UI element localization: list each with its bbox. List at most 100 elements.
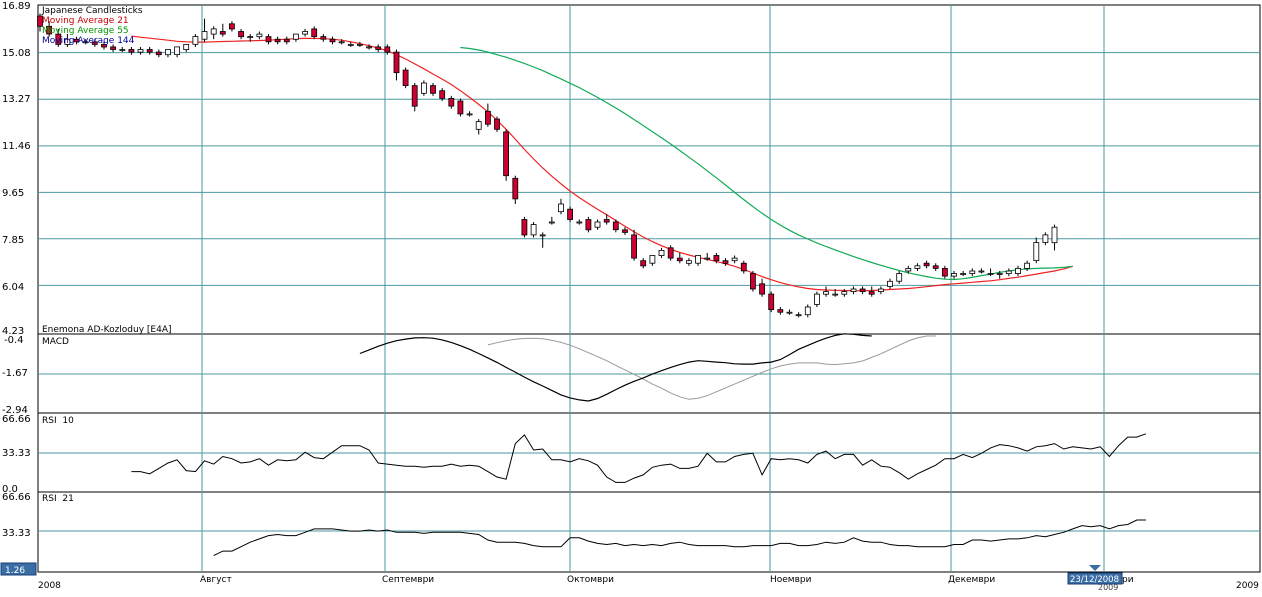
candle-body [686,260,692,264]
candle-body [265,36,272,43]
candle-body [850,288,857,292]
rsi21-tick-label: 66.66 [2,492,31,503]
rsi21-title: RSI 21 [42,494,74,504]
candle-body [183,44,190,51]
candle [91,39,98,47]
candle [347,41,354,47]
rsi21-line [213,519,1146,557]
candle-body [585,219,592,231]
candle [539,232,546,248]
candle-body [896,273,903,282]
candle-body [521,219,528,236]
candle-body [247,36,254,38]
candle [695,255,701,266]
candle [247,34,254,42]
candle-body [101,44,107,48]
candle [448,95,455,109]
candle [868,286,875,297]
price-tick-label: 9.65 [2,188,24,199]
candle-body [731,257,738,262]
candle-body [951,273,957,277]
price-tick-label: 15.08 [2,48,31,59]
candle [987,268,994,277]
candle [439,88,446,102]
candle [740,260,747,274]
candle [137,46,144,55]
candle [119,46,126,53]
candle-body [960,273,966,275]
candle [512,175,519,205]
candle [612,219,619,233]
candle [558,198,564,215]
candle-body [713,255,720,262]
candle [932,263,939,271]
candle-body [740,262,747,272]
macd-signal-line [487,335,936,400]
candle-body [649,255,656,264]
candle-body [1024,262,1030,269]
candle-body [302,31,309,35]
candle [942,265,948,279]
price-tick-label: 6.04 [2,282,24,293]
candle-body [155,51,162,56]
candle-body [795,314,802,317]
candle [1015,265,1021,277]
candle-body [439,90,446,99]
cursor-date-box[interactable] [1067,572,1123,585]
candle-body [558,203,564,213]
candle-body [914,265,921,269]
candle-body [978,270,985,273]
candle [46,21,52,37]
candle [896,270,903,284]
candle [110,44,116,53]
candle [420,80,427,96]
candle [82,39,89,45]
candle [402,67,409,89]
candle-body [942,267,948,277]
candle [283,36,290,45]
candle-body [192,36,199,45]
legend-ma21: Moving Average 21 [42,16,129,26]
candle-body [402,69,409,86]
candle-body [676,257,683,262]
macd-title: MACD [42,337,69,347]
value-box-text: 1.26 [5,566,25,576]
candle-body [923,262,930,267]
candle [804,304,811,318]
candle [393,49,400,81]
candle [777,307,784,315]
candle-body [768,293,775,311]
candle-body [1033,242,1040,262]
candle-body [174,46,181,56]
candle [969,268,976,277]
legend-ma144: Moving Average 144 [42,36,135,46]
x-label-partial: ри [1122,575,1134,585]
candle-body [905,267,912,272]
candle [37,13,43,32]
plot-frame [37,4,1261,573]
candle-body [759,283,765,295]
candle-body [594,221,601,228]
candle-body [603,219,610,223]
candle-body [695,255,701,264]
candle [210,26,217,40]
candle [951,270,957,279]
rsi10-tick-label: 0.0 [2,484,18,495]
candle [292,33,299,42]
candle-body [576,221,583,224]
rsi21-tick-label: 33.33 [2,528,31,539]
gridlines [38,5,1260,572]
candle-body [283,38,290,43]
cursor-marker-icon[interactable] [1089,565,1101,571]
candle [996,270,1003,279]
candle-body [393,51,400,74]
candle-body [219,31,226,35]
candle [914,263,921,271]
candle [174,46,181,58]
rsi10-title: RSI 10 [42,416,74,426]
candle [302,28,309,37]
candle [658,247,665,259]
candle [567,206,573,223]
